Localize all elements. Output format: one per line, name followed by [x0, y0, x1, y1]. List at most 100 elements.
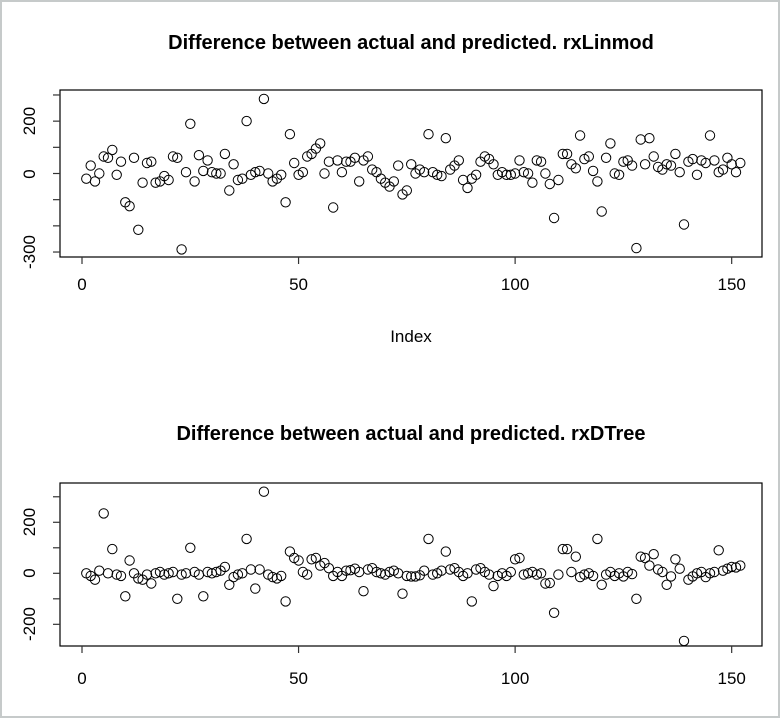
- data-point: [691, 169, 703, 181]
- data-point: [583, 151, 594, 162]
- data-point: [466, 596, 477, 607]
- data-point: [189, 176, 200, 187]
- data-point: [665, 160, 677, 171]
- data-point: [522, 168, 534, 179]
- data-point: [172, 593, 183, 604]
- data-point: [410, 571, 421, 582]
- data-point: [384, 566, 395, 578]
- data-point: [432, 169, 443, 181]
- data-point: [726, 561, 737, 573]
- data-point: [735, 560, 746, 571]
- data-point: [544, 178, 555, 190]
- data-point: [375, 568, 387, 579]
- data-point: [635, 551, 646, 562]
- data-point: [133, 573, 144, 584]
- data-point: [276, 570, 287, 582]
- data-point: [89, 176, 101, 187]
- data-point: [276, 169, 287, 181]
- data-point: [163, 568, 174, 579]
- data-point: [548, 212, 560, 224]
- data-point: [661, 579, 672, 590]
- data-point: [535, 568, 547, 579]
- data-point: [115, 570, 127, 582]
- data-point: [254, 564, 265, 575]
- data-point: [89, 574, 101, 585]
- data-point: [587, 165, 599, 177]
- data-point: [470, 169, 482, 181]
- data-point: [553, 174, 564, 186]
- data-point: [462, 568, 473, 579]
- data-point: [648, 549, 659, 560]
- data-point: [393, 160, 404, 171]
- x-tick-label: 150: [717, 669, 746, 688]
- data-point: [176, 244, 187, 255]
- data-point: [120, 591, 131, 602]
- data-point: [691, 568, 703, 579]
- data-point: [401, 570, 412, 582]
- data-point: [237, 173, 248, 184]
- data-point: [94, 168, 105, 179]
- data-point: [237, 568, 248, 579]
- data-point: [115, 156, 127, 167]
- data-point: [631, 593, 642, 604]
- data-point: [483, 569, 495, 580]
- data-point: [232, 174, 244, 186]
- data-point: [488, 159, 499, 170]
- data-point: [211, 168, 222, 179]
- data-point: [527, 177, 538, 188]
- data-point: [323, 563, 335, 574]
- data-point: [176, 569, 187, 580]
- data-point: [358, 586, 369, 597]
- data-point: [735, 157, 746, 169]
- data-point: [193, 150, 205, 161]
- data-point: [609, 168, 620, 179]
- data-point: [635, 134, 646, 145]
- x-tick-label: 100: [500, 275, 530, 294]
- data-point: [180, 167, 192, 178]
- data-point: [98, 151, 109, 162]
- data-point: [544, 577, 555, 589]
- data-point: [241, 115, 252, 127]
- data-point: [670, 554, 681, 565]
- data-point: [570, 551, 581, 562]
- data-point: [180, 568, 192, 579]
- data-point: [289, 157, 300, 169]
- data-point: [280, 197, 291, 208]
- data-point: [141, 157, 153, 169]
- data-point: [596, 579, 607, 590]
- data-point: [670, 148, 681, 160]
- data-point: [657, 566, 668, 578]
- data-point: [198, 591, 209, 602]
- data-point: [531, 569, 542, 580]
- data-point: [553, 569, 564, 580]
- data-point: [107, 543, 118, 555]
- data-point: [613, 169, 625, 181]
- data-point: [293, 555, 304, 566]
- data-point: [561, 543, 573, 555]
- data-point: [302, 569, 313, 580]
- data-point: [362, 151, 374, 162]
- data-point: [678, 219, 690, 230]
- x-tick-label: 0: [77, 275, 87, 294]
- data-point: [107, 144, 118, 156]
- data-point: [219, 561, 231, 573]
- data-point: [284, 129, 296, 140]
- data-point: [250, 167, 261, 178]
- data-point: [665, 571, 677, 582]
- data-point: [150, 568, 161, 579]
- data-point: [185, 542, 196, 553]
- data-point: [323, 156, 335, 167]
- data-point: [531, 155, 542, 166]
- data-point: [146, 156, 157, 167]
- data-point: [258, 486, 270, 497]
- data-point: [509, 554, 521, 565]
- data-point: [579, 569, 590, 580]
- data-point: [332, 155, 343, 166]
- data-point: [618, 156, 629, 167]
- data-point: [172, 152, 183, 164]
- data-point: [250, 583, 261, 594]
- data-point: [423, 533, 434, 545]
- data-point: [124, 201, 135, 212]
- data-point: [150, 177, 161, 188]
